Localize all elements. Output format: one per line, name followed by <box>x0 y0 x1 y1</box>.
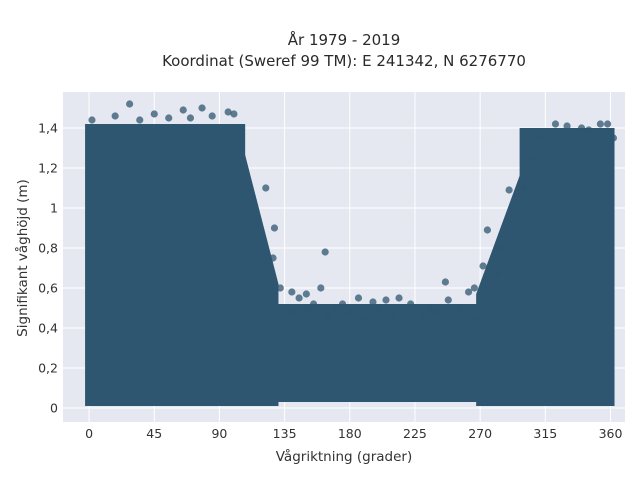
y-tick-label: 0,6 <box>38 281 58 296</box>
data-point <box>551 120 560 128</box>
data-point <box>470 284 478 292</box>
point-cloud-band <box>476 154 528 406</box>
data-point <box>456 304 464 312</box>
y-tick-label: 0,2 <box>38 361 58 376</box>
data-point <box>270 224 279 232</box>
data-point <box>609 134 618 142</box>
data-point <box>604 120 612 128</box>
data-point <box>563 122 571 130</box>
data-point <box>498 244 506 252</box>
data-point <box>230 110 238 118</box>
data-point <box>483 226 491 234</box>
data-point <box>389 312 397 320</box>
y-tick-label: 0 <box>50 401 58 416</box>
data-point <box>382 296 390 304</box>
data-point <box>479 262 487 270</box>
data-point <box>585 126 593 134</box>
data-point <box>224 108 232 116</box>
data-point <box>198 104 206 112</box>
data-point <box>464 288 473 296</box>
data-point <box>433 308 441 316</box>
chart-title-line-2: Koordinat (Sweref 99 TM): E 241342, N 62… <box>162 52 526 70</box>
data-point <box>493 270 502 278</box>
y-tick-label: 1,2 <box>38 161 58 176</box>
data-point <box>165 114 173 122</box>
data-point <box>150 110 158 118</box>
data-point <box>508 220 516 228</box>
data-point <box>395 294 403 302</box>
data-point <box>444 296 452 304</box>
x-tick-label: 0 <box>85 426 93 441</box>
data-point <box>179 106 187 114</box>
x-tick-label: 90 <box>211 426 227 441</box>
data-point <box>288 308 296 316</box>
x-tick-label: 45 <box>146 426 162 441</box>
data-point <box>288 288 296 296</box>
x-tick-label: 225 <box>403 426 427 441</box>
data-point <box>136 116 144 124</box>
point-cloud-band <box>237 124 279 406</box>
data-point <box>369 298 377 306</box>
data-point <box>269 254 277 262</box>
data-point <box>331 304 339 312</box>
chart-title-line-1: År 1979 - 2019 <box>288 30 401 49</box>
point-cloud-band <box>270 304 485 402</box>
x-axis-ticks: 0 45 90 135 180 225 270 315 360 <box>85 426 622 441</box>
data-point <box>407 300 415 308</box>
data-point <box>317 284 325 292</box>
data-point <box>520 184 528 192</box>
data-point <box>302 306 310 314</box>
y-tick-label: 1,4 <box>38 121 58 136</box>
x-tick-label: 315 <box>533 426 557 441</box>
data-point <box>324 312 332 320</box>
data-point <box>360 314 368 322</box>
data-point <box>276 284 284 292</box>
data-point <box>126 100 134 108</box>
y-tick-label: 1 <box>50 201 58 216</box>
data-point <box>346 308 354 316</box>
data-point <box>404 316 412 324</box>
data-point <box>295 294 303 302</box>
data-points <box>85 100 618 406</box>
y-tick-label: 0,8 <box>38 241 58 256</box>
data-point <box>309 300 318 308</box>
data-point <box>425 304 434 312</box>
data-point <box>577 124 586 132</box>
x-tick-label: 360 <box>599 426 623 441</box>
data-point <box>418 310 426 318</box>
data-point <box>473 314 481 322</box>
y-tick-label: 0,4 <box>38 321 58 336</box>
data-point <box>262 184 270 192</box>
data-point <box>338 300 347 308</box>
data-point <box>88 116 96 124</box>
data-point <box>208 112 216 120</box>
y-axis-ticks: 0 0,2 0,4 0,6 0,8 1 1,2 1,4 <box>38 121 58 416</box>
x-tick-label: 270 <box>468 426 492 441</box>
data-point <box>505 186 513 194</box>
data-point <box>375 304 383 312</box>
point-cloud-band <box>85 124 246 406</box>
point-cloud-band <box>519 128 615 406</box>
data-point <box>528 154 536 162</box>
y-axis-label: Signifikant våghöjd (m) <box>14 179 31 337</box>
data-point <box>186 114 195 122</box>
x-tick-label: 135 <box>273 426 297 441</box>
data-point <box>302 290 310 298</box>
data-point <box>321 248 329 256</box>
x-axis-label: Vågriktning (grader) <box>276 448 413 465</box>
data-point <box>441 278 449 286</box>
x-tick-label: 180 <box>338 426 362 441</box>
data-point <box>111 112 119 120</box>
data-point <box>537 134 545 142</box>
data-point <box>354 294 363 302</box>
data-point <box>596 120 604 128</box>
